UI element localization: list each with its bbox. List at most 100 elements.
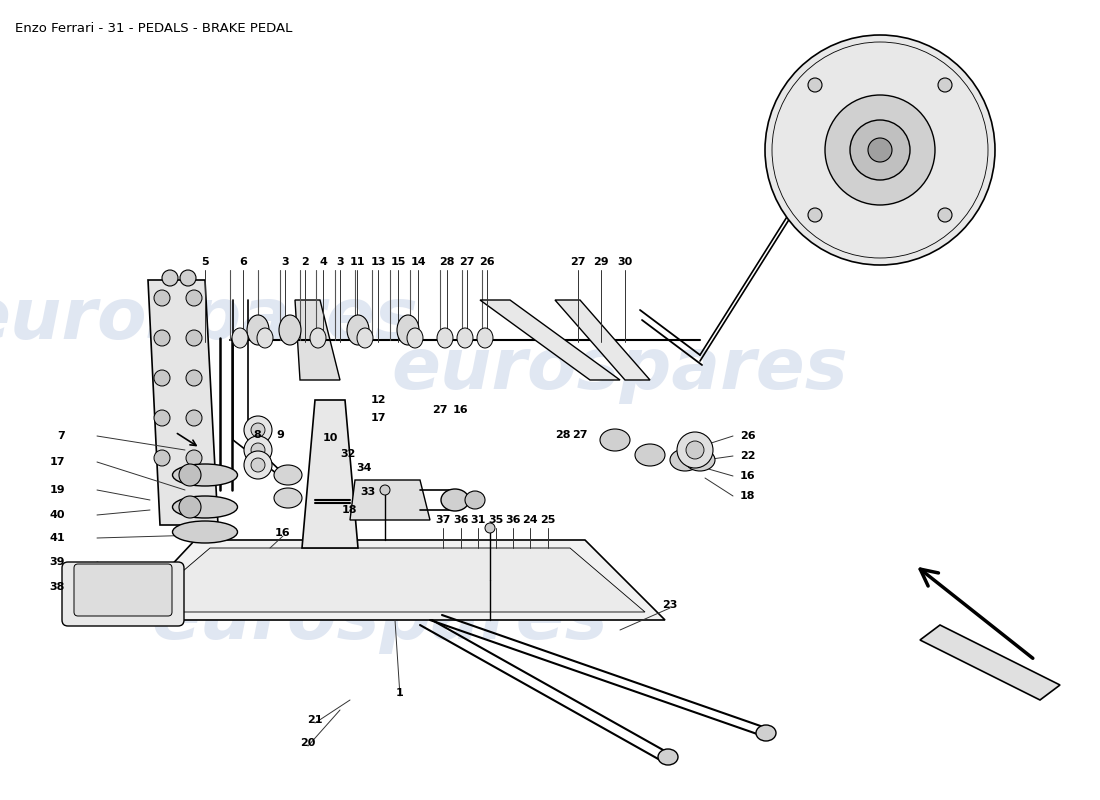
Ellipse shape: [179, 464, 201, 486]
Ellipse shape: [456, 328, 473, 348]
Text: eurospares: eurospares: [392, 335, 848, 405]
Text: 21: 21: [307, 715, 322, 725]
Circle shape: [162, 270, 178, 286]
Text: Enzo Ferrari - 31 - PEDALS - BRAKE PEDAL: Enzo Ferrari - 31 - PEDALS - BRAKE PEDAL: [15, 22, 293, 34]
Ellipse shape: [274, 488, 302, 508]
Text: 27: 27: [572, 430, 587, 440]
Circle shape: [186, 370, 202, 386]
Circle shape: [244, 416, 272, 444]
Ellipse shape: [310, 328, 326, 348]
Ellipse shape: [173, 521, 238, 543]
Circle shape: [244, 436, 272, 464]
Text: 37: 37: [436, 515, 451, 525]
Circle shape: [186, 450, 202, 466]
Text: 13: 13: [371, 257, 386, 267]
Text: 26: 26: [740, 431, 756, 441]
Ellipse shape: [465, 491, 485, 509]
Circle shape: [868, 138, 892, 162]
Text: 20: 20: [300, 738, 316, 748]
Text: 26: 26: [480, 257, 495, 267]
Text: 28: 28: [439, 257, 454, 267]
Text: 16: 16: [452, 405, 468, 415]
Text: 2: 2: [301, 257, 309, 267]
Text: 9: 9: [276, 430, 284, 440]
Text: eurospares: eurospares: [152, 586, 608, 654]
Text: 19: 19: [50, 485, 65, 495]
Ellipse shape: [658, 749, 678, 765]
Ellipse shape: [600, 429, 630, 451]
Circle shape: [938, 208, 952, 222]
Polygon shape: [920, 625, 1060, 700]
Ellipse shape: [248, 315, 270, 345]
Polygon shape: [350, 480, 430, 520]
Text: 7: 7: [57, 431, 65, 441]
Ellipse shape: [477, 328, 493, 348]
Ellipse shape: [173, 496, 238, 518]
Ellipse shape: [670, 449, 700, 471]
Ellipse shape: [173, 464, 238, 486]
Ellipse shape: [407, 328, 424, 348]
Ellipse shape: [232, 328, 248, 348]
Ellipse shape: [346, 315, 368, 345]
Circle shape: [764, 35, 996, 265]
Circle shape: [154, 330, 170, 346]
Ellipse shape: [179, 496, 201, 518]
Circle shape: [676, 432, 713, 468]
Circle shape: [186, 410, 202, 426]
Circle shape: [808, 208, 822, 222]
Polygon shape: [135, 548, 645, 612]
Polygon shape: [302, 400, 358, 548]
Text: 36: 36: [505, 515, 520, 525]
Circle shape: [686, 441, 704, 459]
Text: 11: 11: [350, 257, 365, 267]
Text: 5: 5: [201, 257, 209, 267]
Text: 3: 3: [282, 257, 289, 267]
Text: 22: 22: [740, 451, 756, 461]
Text: 38: 38: [50, 582, 65, 592]
Text: 4: 4: [319, 257, 327, 267]
Ellipse shape: [685, 449, 715, 471]
Text: 39: 39: [50, 557, 65, 567]
Circle shape: [938, 78, 952, 92]
Circle shape: [251, 423, 265, 437]
Text: 28: 28: [556, 430, 571, 440]
Text: 30: 30: [617, 257, 632, 267]
Text: 1: 1: [396, 688, 404, 698]
Circle shape: [244, 451, 272, 479]
Ellipse shape: [437, 328, 453, 348]
Ellipse shape: [279, 315, 301, 345]
Text: 15: 15: [390, 257, 406, 267]
Text: 34: 34: [356, 463, 372, 473]
Ellipse shape: [274, 465, 302, 485]
Circle shape: [379, 485, 390, 495]
Text: 8: 8: [253, 430, 261, 440]
Text: 18: 18: [740, 491, 756, 501]
Text: 17: 17: [50, 457, 65, 467]
Polygon shape: [148, 280, 218, 525]
Text: 29: 29: [593, 257, 608, 267]
Text: 10: 10: [322, 433, 338, 443]
Ellipse shape: [635, 444, 666, 466]
Circle shape: [825, 95, 935, 205]
Circle shape: [251, 443, 265, 457]
Text: 33: 33: [361, 487, 375, 497]
Text: 6: 6: [239, 257, 246, 267]
Text: eurospares: eurospares: [0, 286, 418, 354]
Circle shape: [186, 290, 202, 306]
Text: 27: 27: [570, 257, 585, 267]
Circle shape: [154, 290, 170, 306]
Text: 31: 31: [471, 515, 486, 525]
Text: 41: 41: [50, 533, 65, 543]
Text: 18: 18: [341, 505, 356, 515]
Text: 12: 12: [371, 395, 386, 405]
Ellipse shape: [257, 328, 273, 348]
Circle shape: [850, 120, 910, 180]
Circle shape: [251, 458, 265, 472]
Text: 40: 40: [50, 510, 65, 520]
Text: 24: 24: [522, 515, 538, 525]
Ellipse shape: [441, 489, 469, 511]
Text: 36: 36: [453, 515, 469, 525]
FancyBboxPatch shape: [62, 562, 184, 626]
Text: 25: 25: [540, 515, 556, 525]
Polygon shape: [120, 540, 666, 620]
